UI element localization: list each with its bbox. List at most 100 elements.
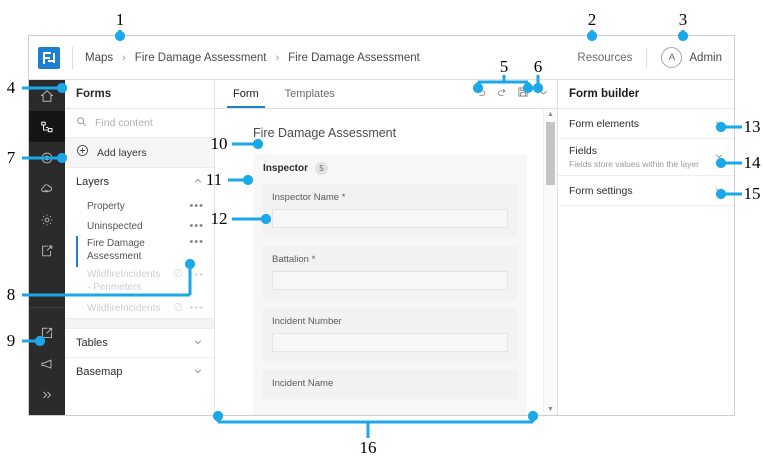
megaphone-icon[interactable] xyxy=(29,348,65,379)
form-field[interactable]: Inspector Name * xyxy=(263,184,517,237)
breadcrumb-separator-icon: › xyxy=(122,51,126,64)
scroll-up-arrow-icon[interactable]: ▲ xyxy=(547,111,554,118)
vertical-scrollbar[interactable]: ▲ ▼ xyxy=(543,109,557,415)
undo-icon[interactable] xyxy=(475,85,487,103)
chevron-down-icon[interactable] xyxy=(714,115,724,133)
ellipsis-icon[interactable]: ••• xyxy=(189,268,204,281)
breadcrumb: Maps › Fire Damage Assessment › Fire Dam… xyxy=(85,52,420,64)
home-icon[interactable] xyxy=(29,80,65,111)
app-header: Maps › Fire Damage Assessment › Fire Dam… xyxy=(29,36,734,80)
list-item[interactable]: Property ••• xyxy=(65,196,214,216)
primary-nav-rail xyxy=(29,80,65,415)
callout-number-2: 2 xyxy=(587,10,597,29)
tables-section-label: Tables xyxy=(76,337,108,349)
disabled-icon xyxy=(173,302,183,315)
scrollbar-thumb[interactable] xyxy=(546,122,555,185)
save-icon[interactable] xyxy=(517,85,529,103)
share-export-icon[interactable] xyxy=(29,235,65,266)
list-item[interactable]: WildfireIncidents - Perimeters ••• xyxy=(65,267,214,298)
tab-form[interactable]: Form xyxy=(227,88,265,108)
tab-templates[interactable]: Templates xyxy=(284,88,335,100)
inspector-name-field[interactable] xyxy=(272,209,508,228)
fields-label: Fields xyxy=(569,145,598,157)
breadcrumb-item-1[interactable]: Maps xyxy=(85,51,114,64)
scroll-down-arrow-icon[interactable]: ▼ xyxy=(547,406,554,413)
callout-number-8: 8 xyxy=(6,285,16,304)
callout-number-14: 14 xyxy=(743,153,761,172)
callout-number-4: 4 xyxy=(6,78,16,97)
target-icon[interactable] xyxy=(29,142,65,173)
breadcrumb-separator-icon: › xyxy=(275,51,280,64)
list-item[interactable]: Uninspected ••• xyxy=(65,216,214,236)
form-field[interactable]: Battalion * xyxy=(263,246,517,299)
header-divider xyxy=(646,47,648,68)
avatar[interactable]: A xyxy=(661,47,683,68)
fields-row[interactable]: Fields Fields store values within the la… xyxy=(558,139,734,176)
breadcrumb-item-3[interactable]: Fire Damage Assessment xyxy=(288,51,420,64)
chevron-down-icon[interactable] xyxy=(538,85,549,103)
forms-panel-title: Forms xyxy=(65,80,214,109)
search-icon xyxy=(76,114,87,132)
form-field[interactable]: Incident Number xyxy=(263,308,517,361)
tables-section-header[interactable]: Tables xyxy=(65,329,214,357)
gear-icon[interactable] xyxy=(29,204,65,235)
rail-divider xyxy=(29,307,65,308)
form-elements-row[interactable]: Form elements xyxy=(558,109,734,139)
form-editor: Form Templates xyxy=(215,80,557,415)
application-window: Maps › Fire Damage Assessment › Fire Dam… xyxy=(28,35,735,416)
ellipsis-icon[interactable]: ••• xyxy=(189,236,204,248)
form-group-card[interactable]: Inspector 5 Inspector Name * Battalion * xyxy=(253,154,527,415)
form-group-header: Inspector 5 xyxy=(263,162,517,175)
resources-link[interactable]: Resources xyxy=(577,51,633,64)
header-right-actions: Resources A Admin xyxy=(577,47,734,68)
redo-icon[interactable] xyxy=(496,85,508,103)
form-field[interactable]: Incident Name xyxy=(263,370,517,399)
plus-circle-icon xyxy=(76,144,89,162)
breadcrumb-item-2[interactable]: Fire Damage Assessment xyxy=(134,51,267,64)
callout-number-16: 16 xyxy=(359,438,377,457)
basemap-section-header[interactable]: Basemap xyxy=(65,357,214,386)
open-external-icon[interactable] xyxy=(29,317,65,348)
ellipsis-icon[interactable]: ••• xyxy=(189,200,204,212)
chevron-down-icon[interactable] xyxy=(714,182,724,200)
layer-label: WildfireIncidents - Perimeters xyxy=(87,269,161,293)
chevron-up-icon[interactable] xyxy=(193,176,203,189)
callout-number-9: 9 xyxy=(6,331,16,350)
chevron-down-icon[interactable] xyxy=(193,366,203,379)
layers-section-label: Layers xyxy=(76,176,110,188)
layer-list: Property ••• Uninspected ••• Fire Damage… xyxy=(65,196,214,318)
fields-description: Fields store values within the layer xyxy=(569,159,699,169)
form-settings-row[interactable]: Form settings xyxy=(558,176,734,206)
form-builder-panel: Form builder Form elements Fields Fields… xyxy=(557,80,734,415)
layers-icon[interactable] xyxy=(29,111,65,142)
app-logo-icon[interactable] xyxy=(38,46,60,69)
chevron-down-icon[interactable] xyxy=(193,337,203,350)
list-item[interactable]: WildfireIncidents ••• xyxy=(65,298,214,318)
app-body: Forms Find content Add layers Layers xyxy=(29,80,734,415)
expand-chevrons-icon[interactable] xyxy=(29,379,65,410)
ellipsis-icon[interactable]: ••• xyxy=(189,302,204,314)
add-layers-button[interactable]: Add layers xyxy=(65,138,214,168)
incident-number-field[interactable] xyxy=(272,333,508,352)
layers-section-header[interactable]: Layers xyxy=(65,168,214,196)
cloud-offline-icon[interactable] xyxy=(29,173,65,204)
chevron-down-icon[interactable] xyxy=(714,148,724,166)
search-input[interactable]: Find content xyxy=(95,117,153,129)
forms-panel: Forms Find content Add layers Layers xyxy=(65,80,215,415)
page-title: Fire Damage Assessment xyxy=(253,126,397,140)
admin-label[interactable]: Admin xyxy=(689,51,722,64)
form-group-name: Inspector xyxy=(263,163,309,174)
disabled-icon xyxy=(173,268,183,281)
search-row[interactable]: Find content xyxy=(65,109,214,138)
editor-toolbar xyxy=(475,85,557,108)
field-label: Inspector Name * xyxy=(272,192,346,203)
scrollbar-track[interactable] xyxy=(546,120,555,404)
header-divider xyxy=(72,46,73,69)
ellipsis-icon[interactable]: ••• xyxy=(189,220,204,232)
callout-number-1: 1 xyxy=(115,10,125,29)
form-builder-title: Form builder xyxy=(558,80,734,109)
list-item[interactable]: Fire Damage Assessment ••• xyxy=(65,236,214,267)
battalion-field[interactable] xyxy=(272,271,508,290)
editor-tabs: Form Templates xyxy=(215,80,557,109)
layer-label: Property xyxy=(87,200,125,212)
